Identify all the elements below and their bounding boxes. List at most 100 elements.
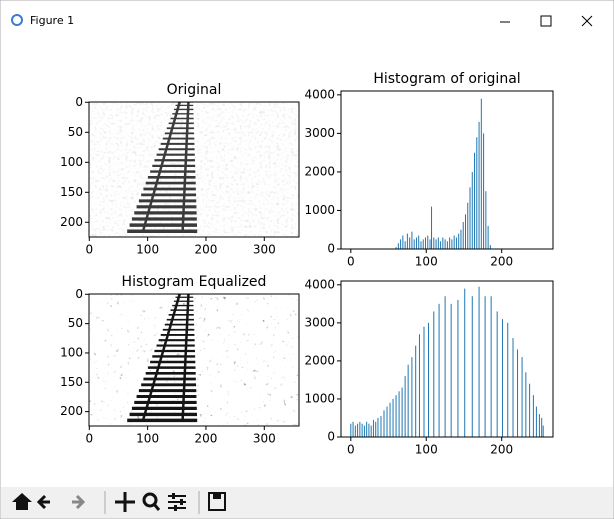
forward-button[interactable] [72,494,86,510]
bar [398,391,400,437]
bar [450,303,452,437]
x-tick-label: 0 [85,432,93,446]
y-tick-label: 150 [60,375,83,389]
toolbar [1,487,613,518]
bar [424,237,426,249]
bar [366,421,368,437]
bar [460,229,462,249]
bar [525,372,527,437]
configure-button[interactable] [168,493,186,511]
bar [449,237,451,249]
bar [490,296,492,437]
bar [446,241,448,249]
bar [413,239,415,249]
bar [423,326,425,437]
bar [487,225,489,249]
bar [407,364,409,437]
image-axes: 0 100 200 300 0 50 100 150 200 Original [60,82,300,257]
image-texture [89,102,299,237]
bar [507,322,509,437]
bar [372,419,374,437]
y-tick-label: 3000 [304,315,335,329]
bar [435,239,437,249]
y-tick-label: 50 [68,125,83,139]
home-button[interactable] [12,493,32,510]
rail [141,294,181,421]
bar [535,406,537,437]
bar [541,417,543,437]
bar [395,247,397,249]
x-tick-label: 200 [195,243,218,257]
bar [464,288,466,437]
bar [496,311,498,437]
bar [401,387,403,437]
x-tick-label: 300 [253,243,276,257]
y-tick-label: 0 [75,287,83,301]
axes-title: Histogram Equalized [122,274,267,290]
zoom-button[interactable] [142,492,161,511]
bar [411,357,413,437]
bar [397,243,399,249]
x-tick-label: 0 [85,243,93,257]
bar [444,296,446,437]
maximize-button[interactable] [540,15,552,27]
bar [442,237,444,249]
title-bar: Figure 1 [11,14,593,27]
bar [370,425,372,437]
toolbar-bg [1,487,613,518]
rail [141,102,181,232]
y-tick-label: 100 [60,345,83,359]
bar [483,133,485,249]
close-button[interactable] [581,15,593,27]
back-button[interactable] [36,494,50,510]
bar [538,414,540,437]
x-tick-label: 100 [136,432,159,446]
y-tick-label: 1000 [304,391,335,405]
bar [420,241,422,249]
x-tick-label: 100 [415,443,438,457]
bar [361,423,363,437]
bar [359,421,361,437]
axes-frame [88,293,300,427]
bar [431,206,433,249]
bar [409,237,411,249]
bar [429,239,431,249]
bar [485,191,487,249]
bar [350,423,352,437]
image-texture [89,294,299,426]
rail [181,102,190,232]
y-tick-label: 0 [75,95,83,109]
bar [428,322,430,437]
window-title: Figure 1 [30,14,74,27]
bar [418,334,420,437]
bar [478,121,480,249]
bar [462,222,464,249]
axes-frame [340,280,554,438]
bar [451,239,453,249]
bar [532,395,534,437]
bar [411,231,413,249]
bar [438,303,440,437]
save-button[interactable] [208,492,226,511]
bar [453,235,455,249]
y-tick-label: 4000 [304,277,335,291]
bar [433,311,435,437]
rail [181,294,190,421]
bar [517,349,519,437]
bar [418,235,420,249]
bar [521,357,523,437]
x-tick-label: 0 [347,443,355,457]
bar [386,406,388,437]
y-tick-label: 2000 [304,164,335,178]
bar [471,171,473,249]
x-tick-label: 200 [490,255,513,269]
pan-button[interactable] [115,492,135,512]
axes-frame [340,90,554,250]
bar [427,235,429,249]
bar [455,237,457,249]
x-tick-label: 200 [195,432,218,446]
bar [512,338,514,437]
y-tick-label: 0 [327,430,335,444]
bar [402,235,404,249]
